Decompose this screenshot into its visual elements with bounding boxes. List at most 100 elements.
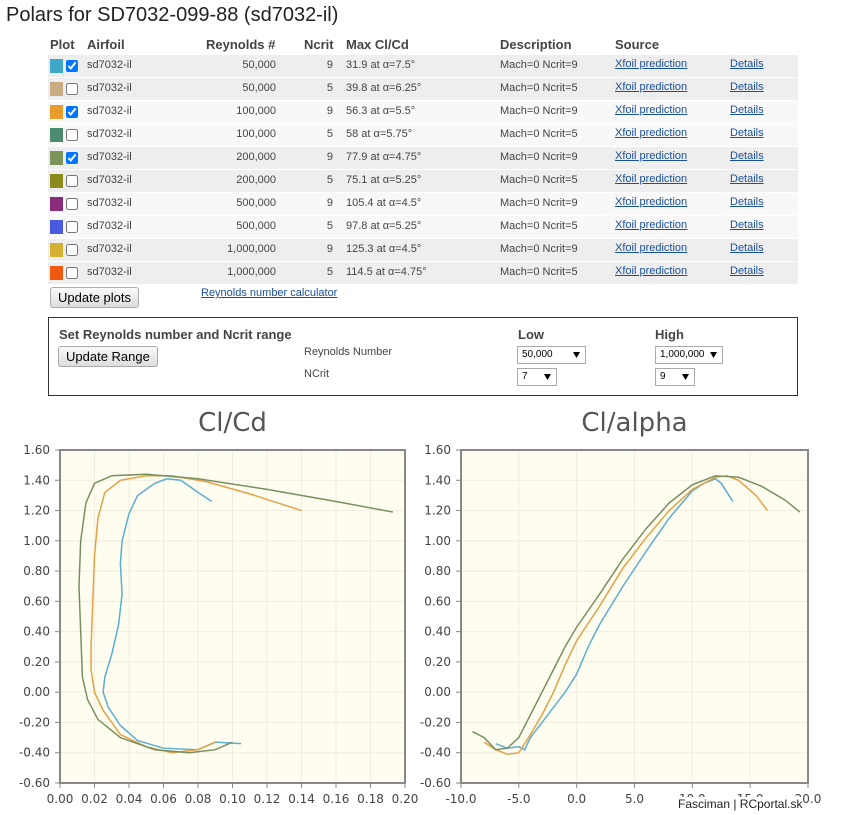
ncrit-high-select[interactable]: 9 — [655, 368, 695, 386]
plot-checkbox[interactable] — [66, 106, 78, 118]
source-link[interactable]: Xfoil prediction — [615, 150, 688, 162]
plot-checkbox[interactable] — [66, 60, 78, 72]
plot-checkbox[interactable] — [66, 175, 78, 187]
max-clcd-cell: 75.1 at α=5.25° — [346, 174, 422, 186]
column-header: Airfoil — [87, 37, 125, 52]
description-cell: Mach=0 Ncrit=5 — [500, 174, 578, 186]
update-range-button[interactable]: Update Range — [58, 346, 158, 367]
ncrit-low-select[interactable]: 7 — [517, 368, 557, 386]
description-cell: Mach=0 Ncrit=5 — [500, 128, 578, 140]
ncrit-cell: 9 — [326, 59, 333, 71]
y-tick-label: 0.40 — [424, 625, 451, 639]
color-swatch — [50, 243, 63, 257]
details-link[interactable]: Details — [730, 196, 764, 208]
airfoil-cell: sd7032-il — [87, 128, 132, 140]
y-tick-label: 1.00 — [23, 534, 50, 548]
dropdown-arrow — [710, 352, 717, 358]
source-link[interactable]: Xfoil prediction — [615, 265, 688, 277]
reynolds-cell: 100,000 — [236, 128, 276, 140]
details-link[interactable]: Details — [730, 265, 764, 277]
reynolds-cell: 50,000 — [242, 59, 276, 71]
details-link[interactable]: Details — [730, 81, 764, 93]
ncrit-cell: 9 — [326, 197, 333, 209]
source-link[interactable]: Xfoil prediction — [615, 127, 688, 139]
details-link[interactable]: Details — [730, 173, 764, 185]
y-tick-label: 0.20 — [424, 655, 451, 669]
details-link[interactable]: Details — [730, 150, 764, 162]
reynolds-low-select[interactable]: 50,000 — [517, 346, 586, 364]
description-cell: Mach=0 Ncrit=9 — [500, 197, 578, 209]
details-link[interactable]: Details — [730, 104, 764, 116]
color-swatch — [50, 82, 63, 96]
details-link[interactable]: Details — [730, 58, 764, 70]
row-background — [48, 216, 798, 238]
x-tick-label: 0.12 — [254, 792, 281, 806]
color-swatch — [50, 174, 63, 188]
color-swatch — [50, 59, 63, 73]
max-clcd-cell: 77.9 at α=4.75° — [346, 151, 422, 163]
airfoil-cell: sd7032-il — [87, 105, 132, 117]
max-clcd-cell: 114.5 at α=4.75° — [346, 266, 427, 278]
plot-checkbox[interactable] — [66, 267, 78, 279]
reynolds-high-select[interactable]: 1,000,000 — [655, 346, 723, 364]
reynolds-cell: 1,000,000 — [227, 243, 276, 255]
x-tick-label: 0.16 — [323, 792, 350, 806]
y-tick-label: 1.60 — [23, 443, 50, 457]
source-link[interactable]: Xfoil prediction — [615, 81, 688, 93]
row-background — [48, 193, 798, 215]
y-tick-label: -0.40 — [19, 746, 50, 760]
airfoil-cell: sd7032-il — [87, 220, 132, 232]
column-header: Ncrit — [304, 37, 334, 52]
charts: Cl/Cd -0.60 -0.40 -0.20 0.00 0.20 0.40 0.60 0.80… — [19, 408, 821, 806]
reynolds-cell: 500,000 — [236, 197, 276, 209]
y-tick-label: -0.20 — [420, 715, 451, 729]
details-link[interactable]: Details — [730, 127, 764, 139]
color-swatch — [50, 197, 63, 211]
plot-checkbox[interactable] — [66, 129, 78, 141]
source-link[interactable]: Xfoil prediction — [615, 242, 688, 254]
row-background — [48, 101, 798, 123]
plot-checkbox[interactable] — [66, 198, 78, 210]
plot-checkbox[interactable] — [66, 83, 78, 95]
x-tick-label: -10.0 — [445, 792, 476, 806]
source-link[interactable]: Xfoil prediction — [615, 219, 688, 231]
y-tick-label: 0.20 — [23, 655, 50, 669]
select-value: 1,000,000 — [660, 349, 705, 360]
source-link[interactable]: Xfoil prediction — [615, 173, 688, 185]
y-tick-label: -0.20 — [19, 715, 50, 729]
chart-title: Cl/Cd — [198, 408, 267, 438]
ncrit-label: NCrit — [304, 368, 330, 380]
source-link[interactable]: Xfoil prediction — [615, 196, 688, 208]
x-tick-label: 0.00 — [47, 792, 74, 806]
source-link[interactable]: Xfoil prediction — [615, 58, 688, 70]
x-tick-label: 0.0 — [567, 792, 586, 806]
column-header: Source — [615, 37, 660, 52]
row-background — [48, 55, 798, 77]
ncrit-cell: 9 — [326, 105, 333, 117]
max-clcd-cell: 105.4 at α=4.5° — [346, 197, 422, 209]
airfoil-cell: sd7032-il — [87, 82, 132, 94]
dropdown-arrow — [544, 374, 551, 380]
row-background — [48, 78, 798, 100]
range-panel — [48, 317, 798, 396]
page-title: Polars for SD7032-099-88 (sd7032-il) — [6, 4, 339, 26]
plot-checkbox[interactable] — [66, 221, 78, 233]
details-link[interactable]: Details — [730, 219, 764, 231]
update-plots-button[interactable]: Update plots — [50, 287, 139, 308]
plot-checkbox[interactable] — [66, 244, 78, 256]
color-swatch — [50, 220, 63, 234]
color-swatch — [50, 151, 63, 165]
plot-checkbox[interactable] — [66, 152, 78, 164]
details-link[interactable]: Details — [730, 242, 764, 254]
column-header: Plot — [50, 37, 75, 52]
max-clcd-cell: 56.3 at α=5.5° — [346, 105, 416, 117]
calculator-link[interactable]: Reynolds number calculator — [201, 287, 338, 299]
airfoil-cell: sd7032-il — [87, 59, 132, 71]
y-tick-label: 0.00 — [424, 685, 451, 699]
max-clcd-cell: 39.8 at α=6.25° — [346, 82, 422, 94]
polar-line — [102, 477, 242, 751]
source-link[interactable]: Xfoil prediction — [615, 104, 688, 116]
description-cell: Mach=0 Ncrit=5 — [500, 220, 578, 232]
reynolds-cell: 1,000,000 — [227, 266, 276, 278]
